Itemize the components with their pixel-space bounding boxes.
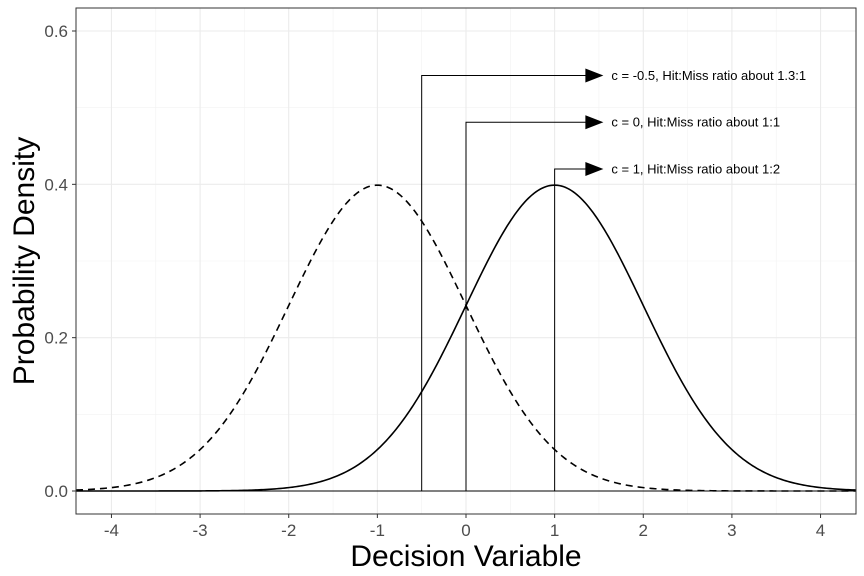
criterion-line (465, 121, 588, 491)
criterion-arrowhead (585, 115, 604, 130)
criterion-label: c = -0.5, Hit:Miss ratio about 1.3:1 (611, 68, 806, 83)
criterion-line (421, 74, 588, 491)
criterion-label: c = 1, Hit:Miss ratio about 1:2 (611, 162, 780, 177)
x-tick-label: 0 (461, 521, 470, 540)
x-tick-label: 1 (550, 521, 559, 540)
x-tick-label: -1 (370, 521, 385, 540)
criterion-line (554, 168, 588, 491)
y-tick-label: 0.2 (44, 329, 68, 348)
criterion-arrowhead (585, 68, 604, 83)
y-axis-title: Probability Density (8, 137, 41, 385)
x-tick-label: -3 (193, 521, 208, 540)
x-tick-label: 3 (727, 521, 736, 540)
y-tick-label: 0.4 (44, 175, 68, 194)
criterion-annotations: c = -0.5, Hit:Miss ratio about 1.3:1 c = … (421, 68, 806, 491)
y-tick-label: 0.6 (44, 22, 68, 41)
x-tick-label: -4 (104, 521, 119, 540)
y-axis-ticks: 0.0 0.2 0.4 0.6 (44, 22, 76, 501)
x-tick-label: 2 (639, 521, 648, 540)
y-tick-label: 0.0 (44, 482, 68, 501)
criterion-label: c = 0, Hit:Miss ratio about 1:1 (611, 115, 780, 130)
x-axis-ticks: -4 -3 -2 -1 0 1 2 3 4 (104, 514, 825, 540)
x-tick-label: -2 (281, 521, 296, 540)
x-axis-title: Decision Variable (350, 540, 581, 573)
criterion-arrowhead (585, 162, 604, 176)
x-tick-label: 4 (816, 521, 825, 540)
